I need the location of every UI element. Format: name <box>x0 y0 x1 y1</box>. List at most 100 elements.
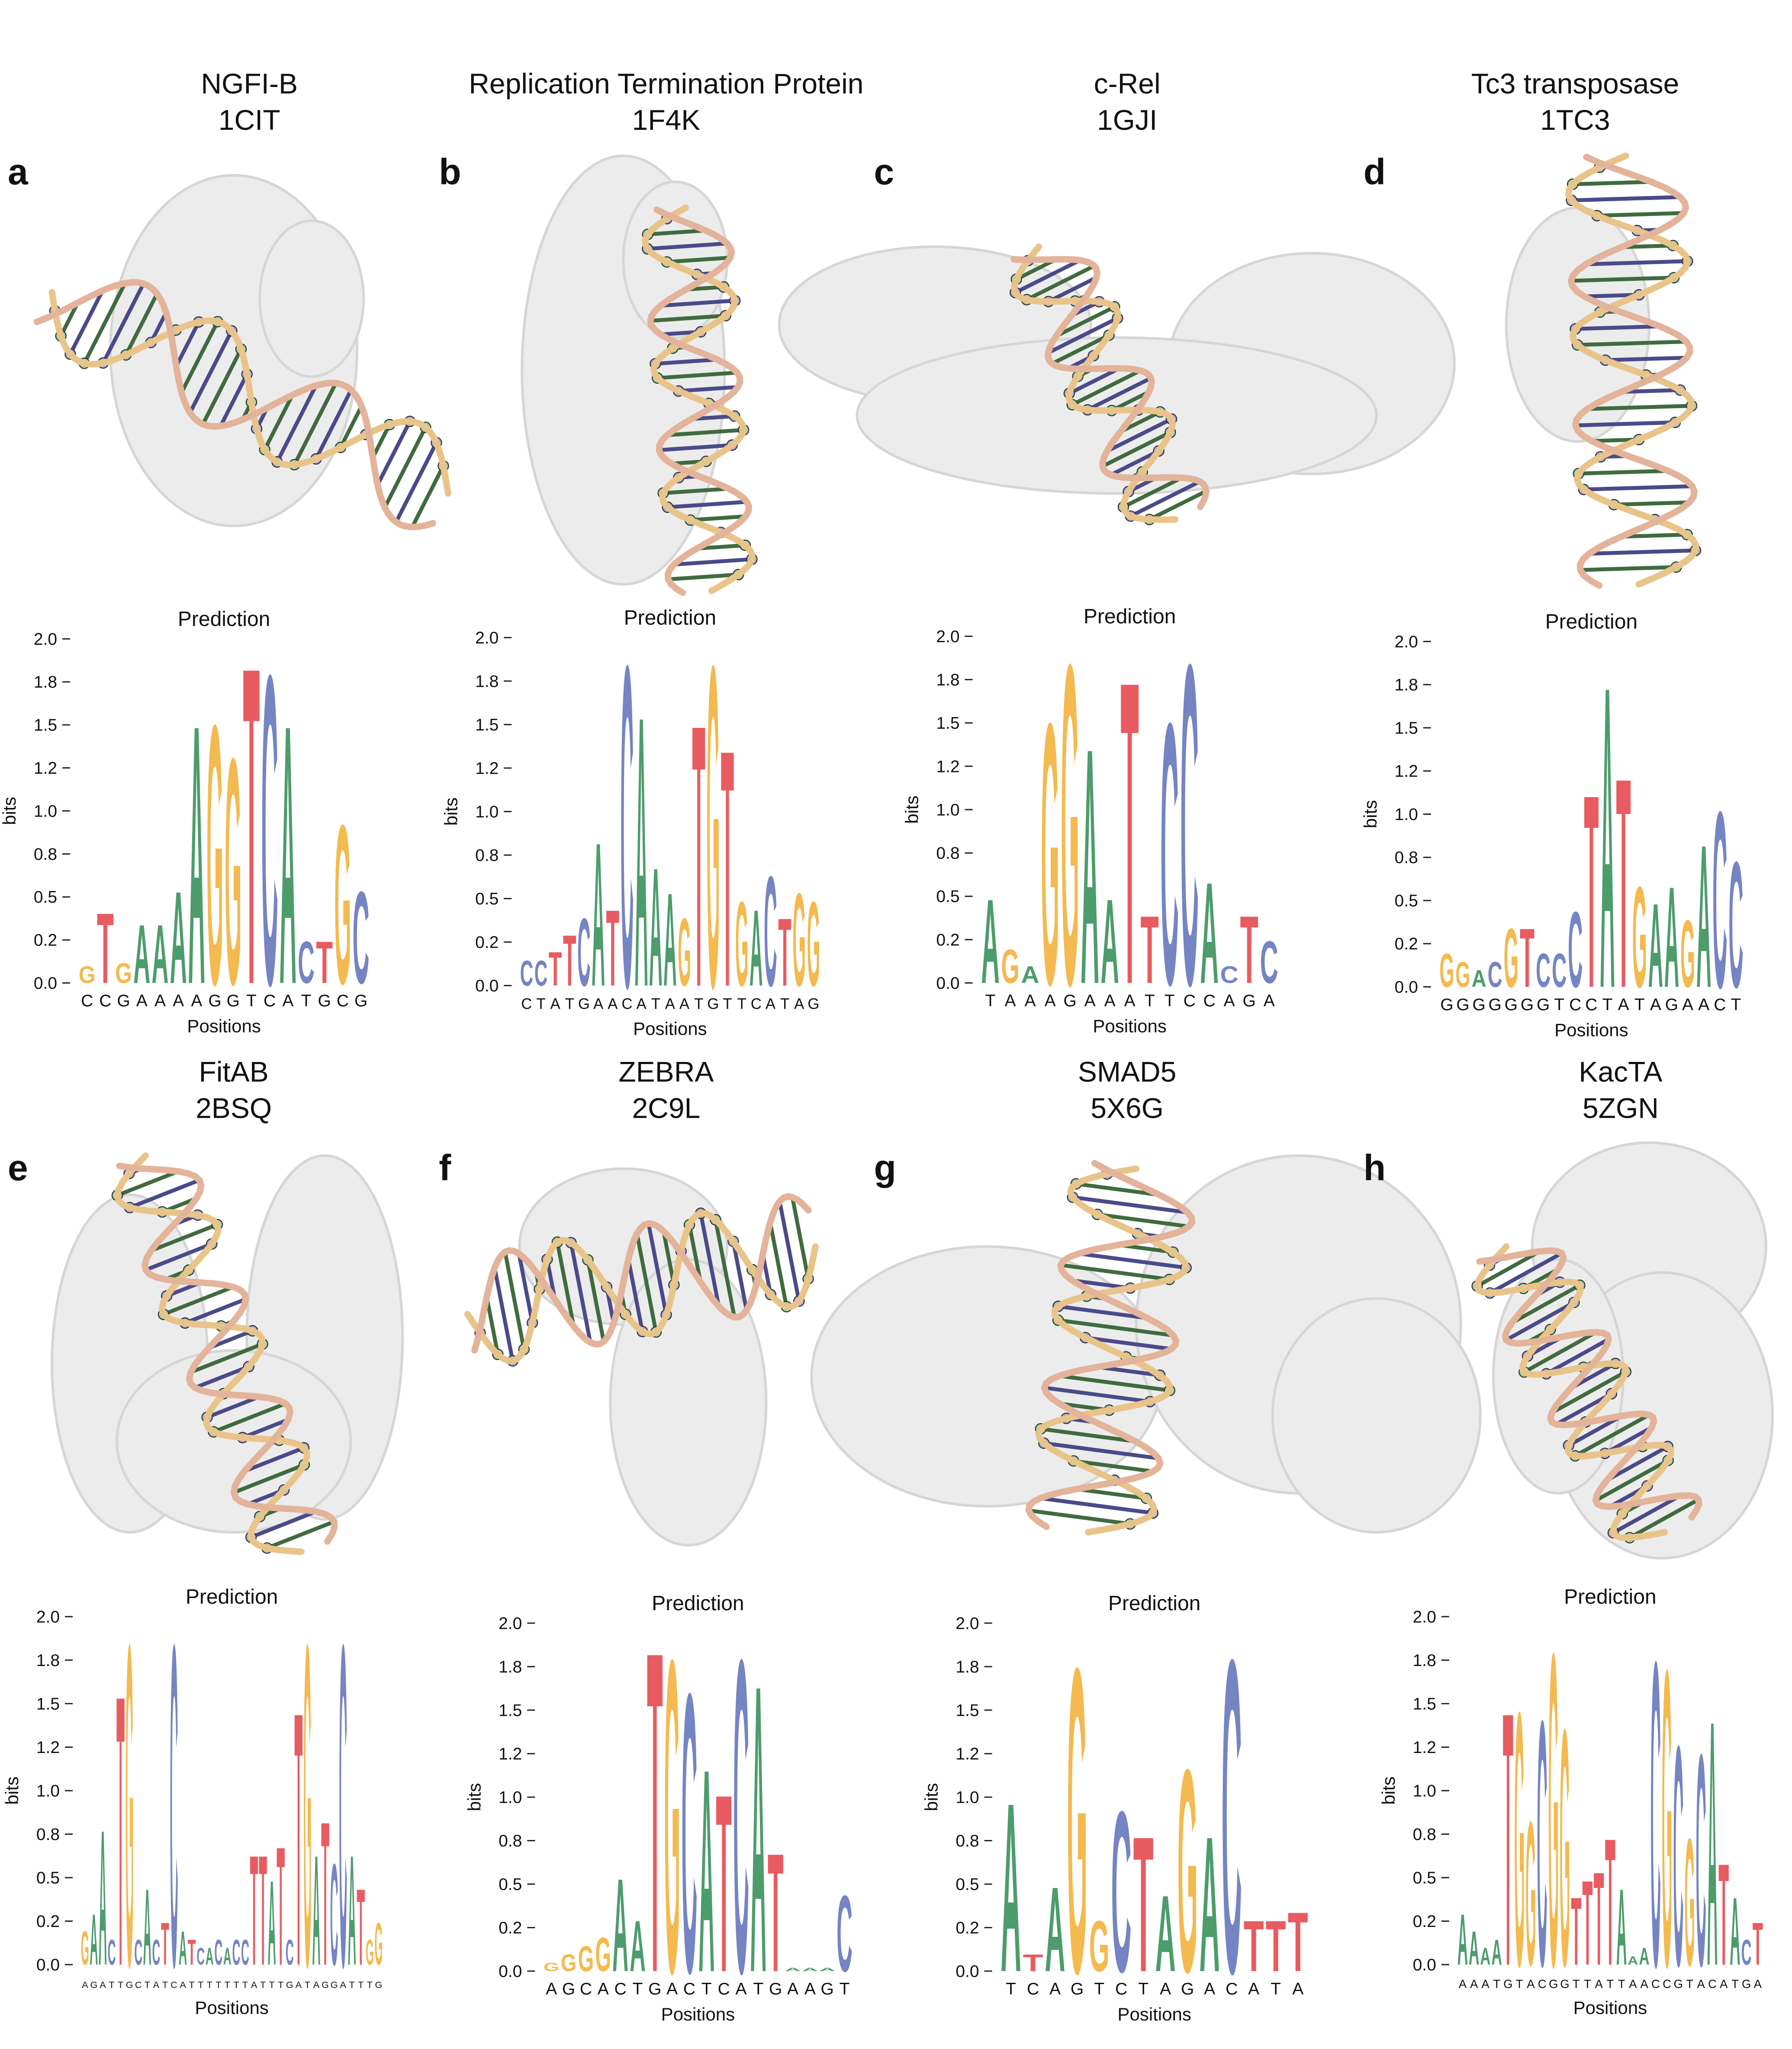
logo-letter: T <box>768 1818 784 2007</box>
y-tick-label: 1.0 <box>1395 805 1418 824</box>
logo-letter: G <box>595 1927 611 1981</box>
logo-letter: G <box>735 877 748 1011</box>
logo-letter: A <box>1600 597 1615 1079</box>
logo-letter: T <box>161 1910 169 1978</box>
logo-letter: T <box>116 1615 125 2047</box>
logo-letter: A <box>99 1789 107 2006</box>
y-tick-label: 0.0 <box>475 977 499 995</box>
y-axis-label: bits <box>464 1783 484 1811</box>
y-tick-label: 0.8 <box>936 844 959 863</box>
y-tick-label: 0.2 <box>499 1919 522 1937</box>
panel-label: g <box>874 1148 896 1188</box>
y-tick-label: 0.8 <box>34 845 57 864</box>
logo-letter: A <box>1200 1796 1220 2012</box>
base-pair <box>674 559 752 564</box>
x-tick-label: G <box>1537 996 1550 1014</box>
logo-letter: A <box>802 1967 818 1972</box>
logo-letter: C <box>1111 1764 1132 2020</box>
protein-surface <box>117 1351 351 1532</box>
logo-letter: T <box>1718 1834 1729 1996</box>
logo-letter: T <box>1133 1796 1154 2012</box>
logo-letter: T <box>1288 1895 1308 1989</box>
x-tick-label: A <box>1481 1977 1490 1991</box>
y-tick-label: 0.0 <box>956 1962 979 1981</box>
logo-letter: A <box>1469 1921 1479 1975</box>
logo-letter: C <box>534 953 547 994</box>
logo-letter: A <box>268 1856 276 1991</box>
y-tick-label: 1.2 <box>956 1745 979 1763</box>
y-tick-label: 2.0 <box>475 629 499 647</box>
logo-letter: A <box>750 887 762 1009</box>
pdb-id: 5ZGN <box>1583 1092 1659 1124</box>
x-tick-label: T <box>198 1979 203 1990</box>
logo-letter: A <box>1664 857 1679 1018</box>
x-tick-label: G <box>562 1980 575 1998</box>
y-tick-label: 1.2 <box>36 1738 60 1757</box>
logo-letter: G <box>125 1550 134 2047</box>
y-tick-label: 1.8 <box>34 673 57 692</box>
logo-letter: T <box>1753 1910 1763 1978</box>
x-tick-label: T <box>233 1979 239 1990</box>
logo-letter: A <box>348 1823 356 1998</box>
y-tick-label: 1.2 <box>475 759 499 778</box>
logo-letter: G <box>225 692 241 1052</box>
x-tick-label: A <box>804 1980 816 1998</box>
logo-letter: T <box>1244 1906 1264 1987</box>
logo-letter: G <box>1548 1560 1559 2047</box>
logo-letter: A <box>1628 1954 1638 1967</box>
logo-letter: T <box>778 899 791 1007</box>
logo-letter: C <box>733 1567 749 2047</box>
logo-letter: A <box>312 1823 321 1998</box>
x-tick-label: T <box>189 1979 195 1990</box>
logo-letter: A <box>1021 961 1039 988</box>
y-axis-label: bits <box>1378 1776 1399 1805</box>
y-axis-label: bits <box>921 1783 942 1811</box>
logo-letter: C <box>134 1932 142 1972</box>
y-tick-label: 0.2 <box>475 933 499 952</box>
y-tick-label: 0.5 <box>475 890 499 908</box>
logo-letter: G <box>335 777 351 1031</box>
x-tick-label: G <box>1440 996 1453 1014</box>
base-pair <box>1572 197 1680 200</box>
logo-letter: T <box>294 1637 302 2042</box>
y-axis-label: bits <box>2 1776 22 1805</box>
y-tick-label: 1.0 <box>36 1782 60 1800</box>
x-tick-label: C <box>580 1980 592 1998</box>
logo-letter: A <box>206 1943 214 1970</box>
logo-letter: A <box>612 1851 628 2000</box>
y-tick-label: 0.8 <box>1395 849 1418 867</box>
logo-letter: T <box>321 1779 329 2009</box>
logo-letter: G <box>1662 1583 1672 2047</box>
y-tick-label: 0.5 <box>956 1875 979 1894</box>
logo-letter: A <box>1001 1752 1021 2022</box>
base-pair <box>1589 550 1695 553</box>
y-tick-label: 1.8 <box>956 1658 979 1676</box>
pdb-id: 1TC3 <box>1540 104 1610 136</box>
logo-letter: A <box>1457 1899 1468 1980</box>
logo-letter: C <box>621 570 634 1083</box>
panel-label: h <box>1364 1148 1386 1188</box>
y-tick-label: 1.2 <box>936 757 959 776</box>
logo-letter: T <box>277 1812 285 2001</box>
y-tick-label: 1.2 <box>1413 1738 1436 1757</box>
logo-letter: C <box>196 1943 205 1970</box>
y-tick-label: 0.8 <box>956 1832 979 1850</box>
chart-title: Prediction <box>1545 610 1638 633</box>
y-axis-label: bits <box>1360 800 1380 828</box>
y-tick-label: 1.5 <box>34 716 57 735</box>
logo-letter: A <box>635 636 648 1068</box>
base-pair <box>1579 471 1668 473</box>
logo-letter: A <box>1707 1648 1718 2039</box>
protein-name: KacTA <box>1579 1056 1662 1088</box>
logo-letter: C <box>1673 1680 1683 2032</box>
y-tick-label: 0.2 <box>1395 935 1418 953</box>
logo-letter: G <box>544 1960 560 1974</box>
y-tick-label: 1.2 <box>1395 762 1418 781</box>
x-tick-label: A <box>1629 1977 1637 1991</box>
logo-letter: T <box>1520 911 1535 1005</box>
logo-letter: G <box>366 1932 374 1972</box>
logo-letter: C <box>1160 645 1178 1062</box>
logo-letter: C <box>353 864 370 1011</box>
base-pair <box>378 421 410 485</box>
y-tick-label: 0.5 <box>36 1869 60 1888</box>
